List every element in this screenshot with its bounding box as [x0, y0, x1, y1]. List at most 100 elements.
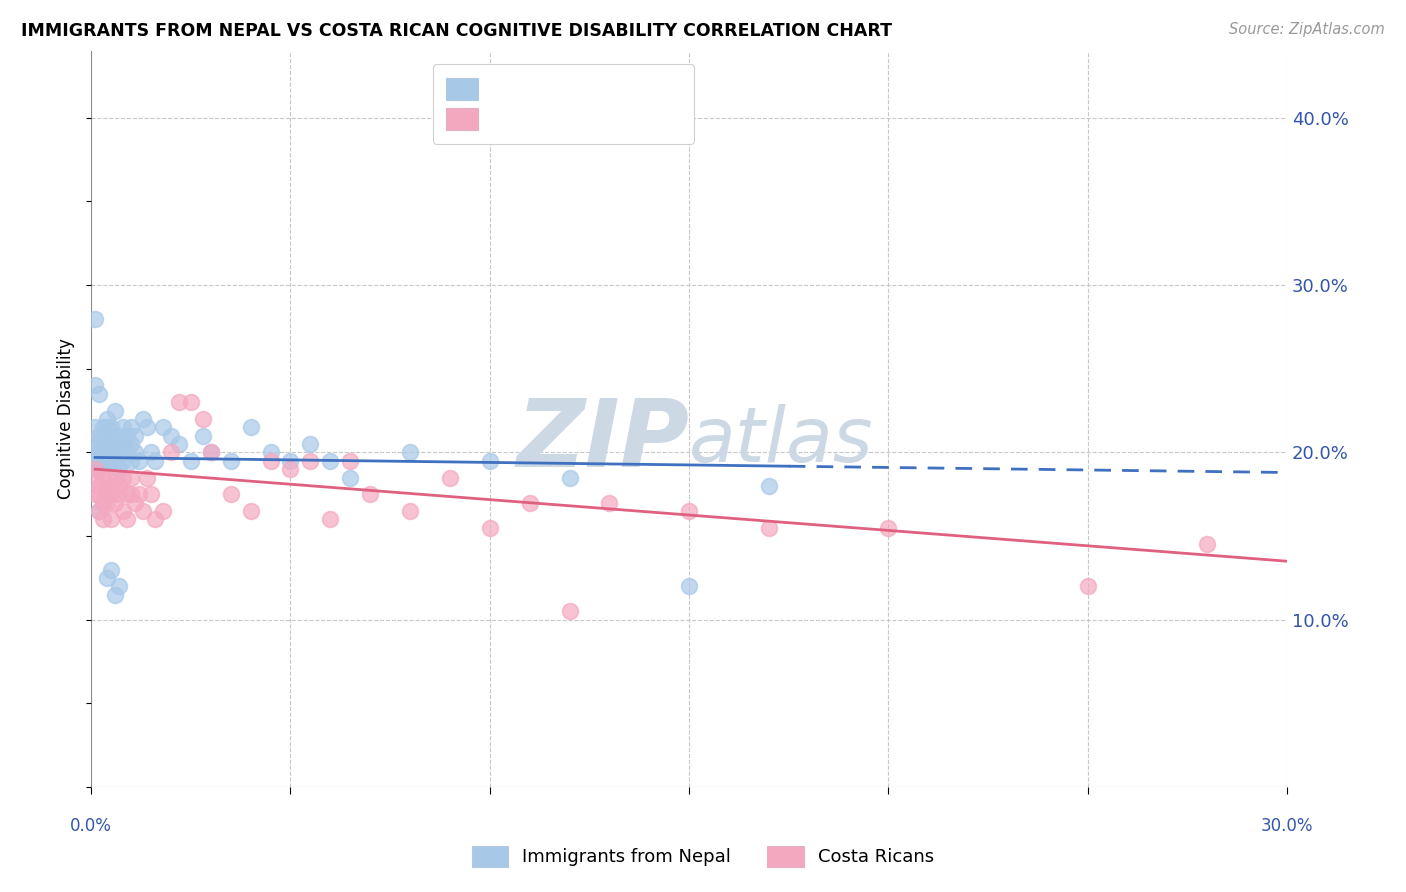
- Point: [519, 495, 541, 509]
- Point: [112, 504, 135, 518]
- Point: [100, 487, 122, 501]
- Point: [877, 521, 900, 535]
- Point: [758, 479, 780, 493]
- Point: [124, 428, 146, 442]
- Point: [100, 445, 122, 459]
- Point: [89, 454, 111, 468]
- Point: [128, 487, 150, 501]
- Point: [108, 428, 131, 442]
- Text: Source: ZipAtlas.com: Source: ZipAtlas.com: [1229, 22, 1385, 37]
- Point: [115, 445, 138, 459]
- Point: [115, 487, 138, 501]
- Point: [139, 487, 162, 501]
- Point: [91, 495, 114, 509]
- Point: [239, 504, 262, 518]
- Point: [280, 454, 302, 468]
- Point: [219, 487, 242, 501]
- Point: [84, 454, 107, 468]
- Text: 73: 73: [651, 82, 676, 100]
- Text: ZIP: ZIP: [516, 395, 689, 487]
- Point: [100, 479, 122, 493]
- Point: [319, 512, 342, 526]
- Point: [115, 428, 138, 442]
- Point: [84, 420, 107, 434]
- Point: [136, 470, 159, 484]
- Point: [91, 470, 114, 484]
- Point: [139, 445, 162, 459]
- Point: [128, 454, 150, 468]
- Text: N =: N =: [606, 114, 645, 132]
- Point: [299, 454, 322, 468]
- Point: [84, 487, 107, 501]
- Point: [678, 579, 700, 593]
- Point: [91, 454, 114, 468]
- Point: [104, 403, 127, 417]
- Point: [259, 445, 281, 459]
- Point: [91, 445, 114, 459]
- Text: -0.162: -0.162: [517, 114, 582, 132]
- Point: [104, 495, 127, 509]
- Point: [120, 454, 142, 468]
- Point: [280, 462, 302, 476]
- Point: [89, 445, 111, 459]
- Point: [558, 470, 581, 484]
- Point: [91, 420, 114, 434]
- Text: R =: R =: [456, 82, 495, 100]
- Point: [132, 504, 155, 518]
- Point: [89, 462, 111, 476]
- Point: [84, 445, 107, 459]
- Point: [120, 420, 142, 434]
- Point: [96, 420, 118, 434]
- Text: 0.0%: 0.0%: [70, 817, 112, 836]
- Text: -0.019: -0.019: [517, 82, 582, 100]
- Point: [89, 504, 111, 518]
- Point: [1197, 537, 1219, 551]
- Point: [299, 437, 322, 451]
- Point: [104, 437, 127, 451]
- Point: [96, 487, 118, 501]
- Point: [132, 412, 155, 426]
- Point: [96, 487, 118, 501]
- Point: [478, 454, 501, 468]
- Point: [439, 470, 461, 484]
- Y-axis label: Cognitive Disability: Cognitive Disability: [58, 338, 75, 500]
- Point: [104, 588, 127, 602]
- Text: R =: R =: [456, 114, 495, 132]
- Point: [120, 487, 142, 501]
- Point: [558, 604, 581, 618]
- Point: [180, 395, 202, 409]
- Point: [339, 470, 361, 484]
- Point: [91, 512, 114, 526]
- Point: [96, 571, 118, 585]
- Point: [124, 445, 146, 459]
- Point: [104, 454, 127, 468]
- Legend:                               ,                               : ,: [433, 64, 695, 144]
- Point: [100, 512, 122, 526]
- Point: [96, 495, 118, 509]
- Point: [100, 563, 122, 577]
- Point: [167, 437, 190, 451]
- Point: [84, 311, 107, 326]
- Point: [152, 504, 174, 518]
- Point: [191, 412, 214, 426]
- Point: [96, 412, 118, 426]
- Point: [108, 487, 131, 501]
- Point: [112, 437, 135, 451]
- Point: [96, 445, 118, 459]
- Point: [100, 454, 122, 468]
- Point: [89, 504, 111, 518]
- Point: [96, 437, 118, 451]
- Point: [91, 437, 114, 451]
- Point: [108, 479, 131, 493]
- Point: [339, 454, 361, 468]
- Point: [100, 428, 122, 442]
- Point: [89, 428, 111, 442]
- Point: [84, 437, 107, 451]
- Point: [143, 512, 166, 526]
- Point: [89, 437, 111, 451]
- Point: [104, 470, 127, 484]
- Point: [239, 420, 262, 434]
- Point: [598, 495, 620, 509]
- Point: [319, 454, 342, 468]
- Point: [478, 521, 501, 535]
